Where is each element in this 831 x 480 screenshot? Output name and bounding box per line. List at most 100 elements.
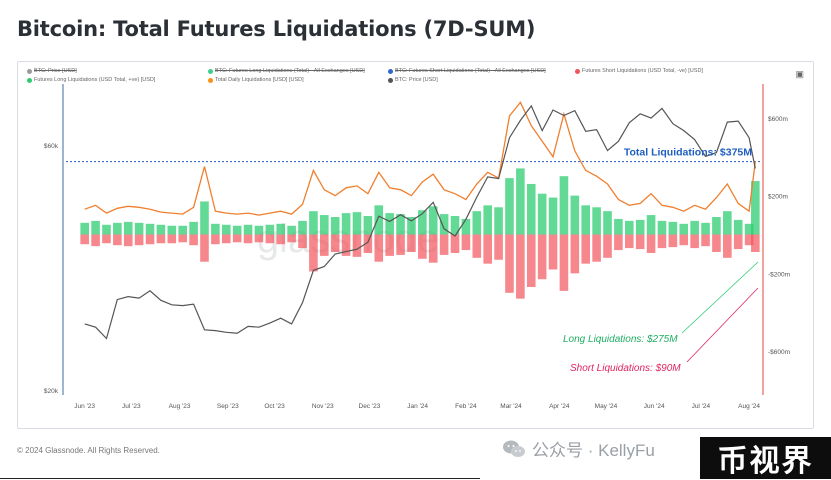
long-liquidation-bar <box>494 207 503 235</box>
short-liquidation-bar <box>232 234 242 243</box>
short-liquidation-bar <box>450 234 460 253</box>
long-liquidation-bar <box>439 214 449 235</box>
short-liquidation-bar <box>439 234 449 255</box>
long-liquidation-bar <box>211 223 220 235</box>
long-liquidation-bar <box>614 218 623 235</box>
long-liquidation-bar <box>200 201 209 235</box>
short-liquidation-bar <box>428 234 438 263</box>
wechat-icon <box>503 440 525 457</box>
x-axis-tick-label: Jul '24 <box>692 403 711 410</box>
legend-item-price[interactable]: BTC: Price [USD] <box>388 77 438 83</box>
legend-item-long-total-struck[interactable]: BTC: Futures Long Liquidations (Total) -… <box>208 68 365 74</box>
long-liquidation-bar <box>91 220 100 235</box>
long-liquidation-bar <box>483 205 492 235</box>
legend-dot-icon <box>27 68 32 74</box>
short-liquidation-bar <box>751 234 760 252</box>
long-liquidation-bar <box>385 213 394 235</box>
short-liquidation-bar <box>581 234 591 264</box>
short-liquidation-bar <box>526 234 536 287</box>
short-liquidation-bar <box>418 234 427 259</box>
legend-item-price-struck[interactable]: BTC: Price [USD] <box>27 68 77 74</box>
short-liquidation-bar <box>320 234 329 256</box>
long-liquidation-bar <box>320 215 329 235</box>
long-liquidation-bar <box>178 225 188 235</box>
right-axis-tick-label: -$600m <box>768 349 790 356</box>
x-axis-tick-label: Oct '23 <box>264 403 285 410</box>
long-liquidation-bar <box>548 197 558 235</box>
short-liquidation-bar <box>123 234 133 247</box>
long-liquidation-bar <box>505 178 514 235</box>
short-annotation-pointer <box>686 287 759 363</box>
long-liquidation-bar <box>744 223 754 235</box>
legend-item-long-liquidations[interactable]: Futures Long Liquidations (USD Total, +v… <box>27 77 155 83</box>
short-liquidation-bar <box>537 234 547 280</box>
short-liquidation-bar <box>548 234 558 270</box>
short-liquidation-bar <box>603 234 612 258</box>
legend-item-short-liquidations[interactable]: Futures Short Liquidations (USD Total, -… <box>575 68 703 74</box>
x-axis-tick-label: Jul '23 <box>122 403 141 410</box>
long-liquidation-bar <box>374 205 384 235</box>
long-liquidation-bar <box>461 218 471 235</box>
long-liquidation-bar <box>102 224 111 235</box>
wechat-text: 公众号 · KellyFu <box>532 441 655 460</box>
page-title: Bitcoin: Total Futures Liquidations (7D-… <box>17 17 536 41</box>
long-liquidation-bar <box>145 223 155 235</box>
short-liquidation-bar <box>385 234 394 256</box>
long-liquidation-bar <box>450 216 460 235</box>
wechat-watermark: 公众号 · KellyFu <box>502 436 655 461</box>
legend-item-short-total-struck[interactable]: BTC: Futures Short Liquidations (Total) … <box>388 68 546 74</box>
long-liquidation-bar <box>712 217 721 235</box>
long-liquidation-bar <box>751 181 760 235</box>
total-liquidations-line <box>84 101 756 216</box>
long-liquidation-bar <box>265 224 275 235</box>
long-liquidation-bar <box>428 206 438 235</box>
long-liquidation-bar <box>526 183 536 235</box>
long-liquidation-bar <box>570 195 580 235</box>
long-liquidation-bar <box>668 221 678 235</box>
short-liquidation-bar <box>287 234 296 243</box>
x-axis-tick-label: Dec '23 <box>359 403 381 410</box>
x-axis-tick-label: Jan '24 <box>407 403 428 410</box>
long-liquidation-bar <box>592 207 601 235</box>
legend-item-total-daily[interactable]: Total Daily Liquidations [USD] [USD] <box>208 77 304 83</box>
x-axis-tick-label: Nov '23 <box>312 403 334 410</box>
short-liquidation-bar <box>276 234 286 245</box>
btc-price-line <box>84 104 756 340</box>
short-liquidation-bar <box>624 234 634 249</box>
short-liquidation-bar <box>723 234 732 258</box>
long-liquidation-bar <box>396 214 405 235</box>
short-liquidation-bar <box>483 234 492 264</box>
left-axis-tick-label: $60k <box>44 143 59 150</box>
short-liquidation-bar <box>80 234 89 245</box>
camera-icon[interactable]: ▣ <box>795 69 804 79</box>
short-liquidation-bar <box>352 234 362 257</box>
legend-dot-icon <box>388 68 393 74</box>
short-liquidation-bar <box>134 234 144 246</box>
long-annotation-pointer <box>681 261 759 334</box>
short-liquidation-bar <box>407 234 416 252</box>
legend-dot-icon <box>388 77 393 83</box>
short-liquidation-bar <box>396 234 405 255</box>
x-axis-tick-label: Jun '23 <box>74 403 95 410</box>
short-liquidation-bar <box>646 234 656 253</box>
total-liquidations-annotation: Total Liquidations: $375M <box>624 147 752 159</box>
long-liquidation-bar <box>407 217 416 235</box>
long-liquidation-bar <box>733 219 743 235</box>
long-liquidation-bar <box>134 222 144 235</box>
short-liquidation-bar <box>145 234 155 245</box>
long-liquidation-bar <box>472 211 482 235</box>
short-liquidation-bar <box>668 234 678 248</box>
short-liquidation-bar <box>167 234 177 244</box>
short-liquidation-bar <box>635 234 645 250</box>
x-axis-tick-label: Jun '24 <box>644 403 665 410</box>
short-liquidation-bar <box>690 234 699 249</box>
long-liquidation-bar <box>657 220 667 235</box>
long-liquidation-bar <box>701 222 710 235</box>
brand-logo: 币视界 <box>700 437 831 479</box>
short-liquidation-bar <box>309 234 318 272</box>
x-axis-tick-label: Mar '24 <box>500 403 522 410</box>
short-liquidation-bar <box>298 234 307 249</box>
short-liquidation-bar <box>189 234 198 246</box>
short-liquidation-bar <box>211 234 220 245</box>
